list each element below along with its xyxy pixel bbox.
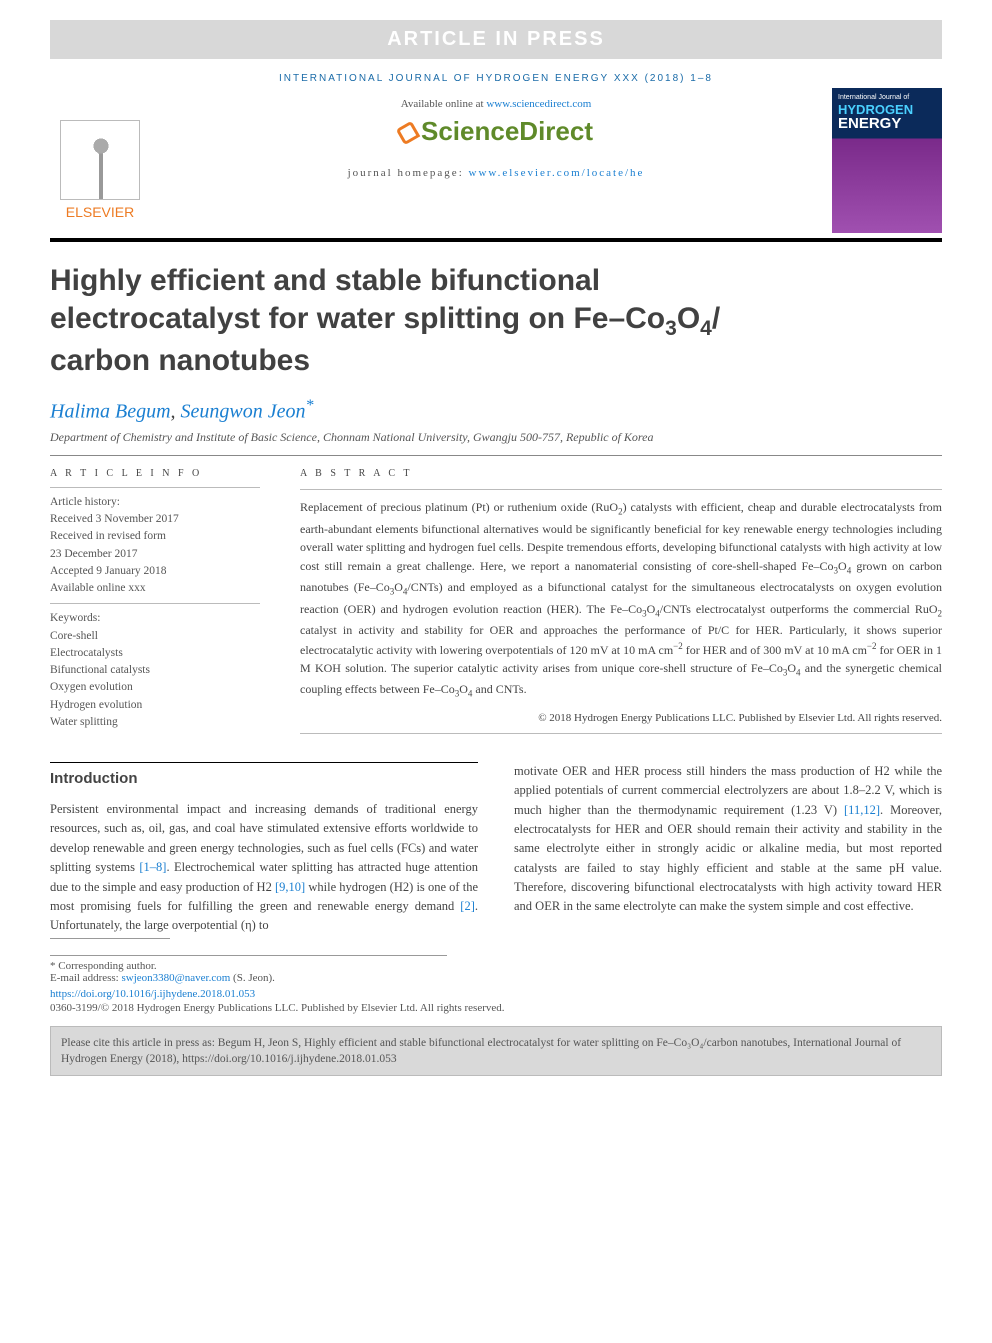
intro-para-left: Persistent environmental impact and incr… xyxy=(50,800,478,936)
sciencedirect-logo: ScienceDirect xyxy=(50,116,942,147)
authors: Halima Begum, Seungwon Jeon* xyxy=(50,397,942,424)
intro-para-right: motivate OER and HER process still hinde… xyxy=(514,762,942,917)
journal-header-line: INTERNATIONAL JOURNAL OF HYDROGEN ENERGY… xyxy=(50,73,942,84)
abstract-label: A B S T R A C T xyxy=(300,466,942,482)
elsevier-logo: ELSEVIER xyxy=(50,120,150,230)
homepage-link[interactable]: www.elsevier.com/locate/he xyxy=(469,167,645,179)
footnote-rule xyxy=(50,938,170,939)
section-heading-introduction: Introduction xyxy=(50,762,478,790)
history-item: Available online xxx xyxy=(50,580,260,597)
article-in-press-banner: ARTICLE IN PRESS xyxy=(50,20,942,59)
author-2[interactable]: Seungwon Jeon xyxy=(181,401,306,423)
title-line2a: electrocatalyst for water splitting on F… xyxy=(50,302,665,335)
corresponding-star: * xyxy=(306,397,314,414)
sciencedirect-link[interactable]: www.sciencedirect.com xyxy=(486,98,591,110)
abstract-column: A B S T R A C T Replacement of precious … xyxy=(300,466,942,734)
column-left: Introduction Persistent environmental im… xyxy=(50,762,478,936)
title-o: O xyxy=(677,302,700,335)
abstract-text: Replacement of precious platinum (Pt) or… xyxy=(300,489,942,701)
history-item: Received 3 November 2017 xyxy=(50,511,260,528)
email-suffix: (S. Jeon). xyxy=(230,972,275,984)
corresponding-author-label: * Corresponding author. xyxy=(50,960,447,972)
keyword: Oxygen evolution xyxy=(50,679,260,696)
journal-homepage: journal homepage: www.elsevier.com/locat… xyxy=(50,167,942,179)
keyword: Electrocatalysts xyxy=(50,645,260,662)
title-line3: carbon nanotubes xyxy=(50,344,310,377)
available-online-text: Available online at www.sciencedirect.co… xyxy=(50,98,942,110)
article-info-label: A R T I C L E I N F O xyxy=(50,466,260,481)
title-sub-4: 4 xyxy=(700,317,712,340)
cover-line3: ENERGY xyxy=(838,116,936,131)
title-slash: / xyxy=(712,302,720,335)
homepage-prefix: journal homepage: xyxy=(348,167,469,179)
email-label: E-mail address: xyxy=(50,972,121,984)
sciencedirect-wordmark: ScienceDirect xyxy=(421,116,593,146)
keyword: Hydrogen evolution xyxy=(50,697,260,714)
journal-cover-thumbnail: International Journal of HYDROGEN ENERGY xyxy=(832,88,942,233)
cite-this-article-box: Please cite this article in press as: Be… xyxy=(50,1026,942,1076)
abstract-bottom-rule xyxy=(300,733,942,734)
history-item: 23 December 2017 xyxy=(50,546,260,563)
sciencedirect-icon xyxy=(396,121,421,146)
title-line1: Highly efficient and stable bifunctional xyxy=(50,264,600,297)
keywords-block: Keywords: Core-shell Electrocatalysts Bi… xyxy=(50,603,260,731)
elsevier-brand-text: ELSEVIER xyxy=(50,204,150,220)
cover-line1: International Journal of xyxy=(838,94,936,101)
footnotes: * Corresponding author. E-mail address: … xyxy=(50,955,447,984)
history-item: Received in revised form xyxy=(50,528,260,545)
history-label: Article history: xyxy=(50,494,260,511)
keywords-label: Keywords: xyxy=(50,610,260,627)
article-title: Highly efficient and stable bifunctional… xyxy=(50,262,942,379)
keyword: Water splitting xyxy=(50,714,260,731)
doi-line: https://doi.org/10.1016/j.ijhydene.2018.… xyxy=(50,988,942,1000)
author-sep: , xyxy=(171,401,181,423)
keyword: Bifunctional catalysts xyxy=(50,662,260,679)
rule-1 xyxy=(50,455,942,456)
article-history-block: Article history: Received 3 November 201… xyxy=(50,487,260,598)
elsevier-tree-icon xyxy=(60,120,140,200)
available-prefix: Available online at xyxy=(401,98,487,110)
issn-copyright: 0360-3199/© 2018 Hydrogen Energy Publica… xyxy=(50,1002,942,1014)
affiliation: Department of Chemistry and Institute of… xyxy=(50,430,942,445)
body-two-column: Introduction Persistent environmental im… xyxy=(50,762,942,936)
author-1[interactable]: Halima Begum xyxy=(50,401,171,423)
title-sub-3: 3 xyxy=(665,317,677,340)
keyword: Core-shell xyxy=(50,628,260,645)
history-item: Accepted 9 January 2018 xyxy=(50,563,260,580)
column-right: motivate OER and HER process still hinde… xyxy=(514,762,942,936)
doi-link[interactable]: https://doi.org/10.1016/j.ijhydene.2018.… xyxy=(50,988,255,1000)
abstract-copyright: © 2018 Hydrogen Energy Publications LLC.… xyxy=(300,710,942,727)
article-info-column: A R T I C L E I N F O Article history: R… xyxy=(50,466,260,734)
email-link[interactable]: swjeon3380@naver.com xyxy=(121,972,230,984)
masthead: ELSEVIER Available online at www.science… xyxy=(50,92,942,242)
